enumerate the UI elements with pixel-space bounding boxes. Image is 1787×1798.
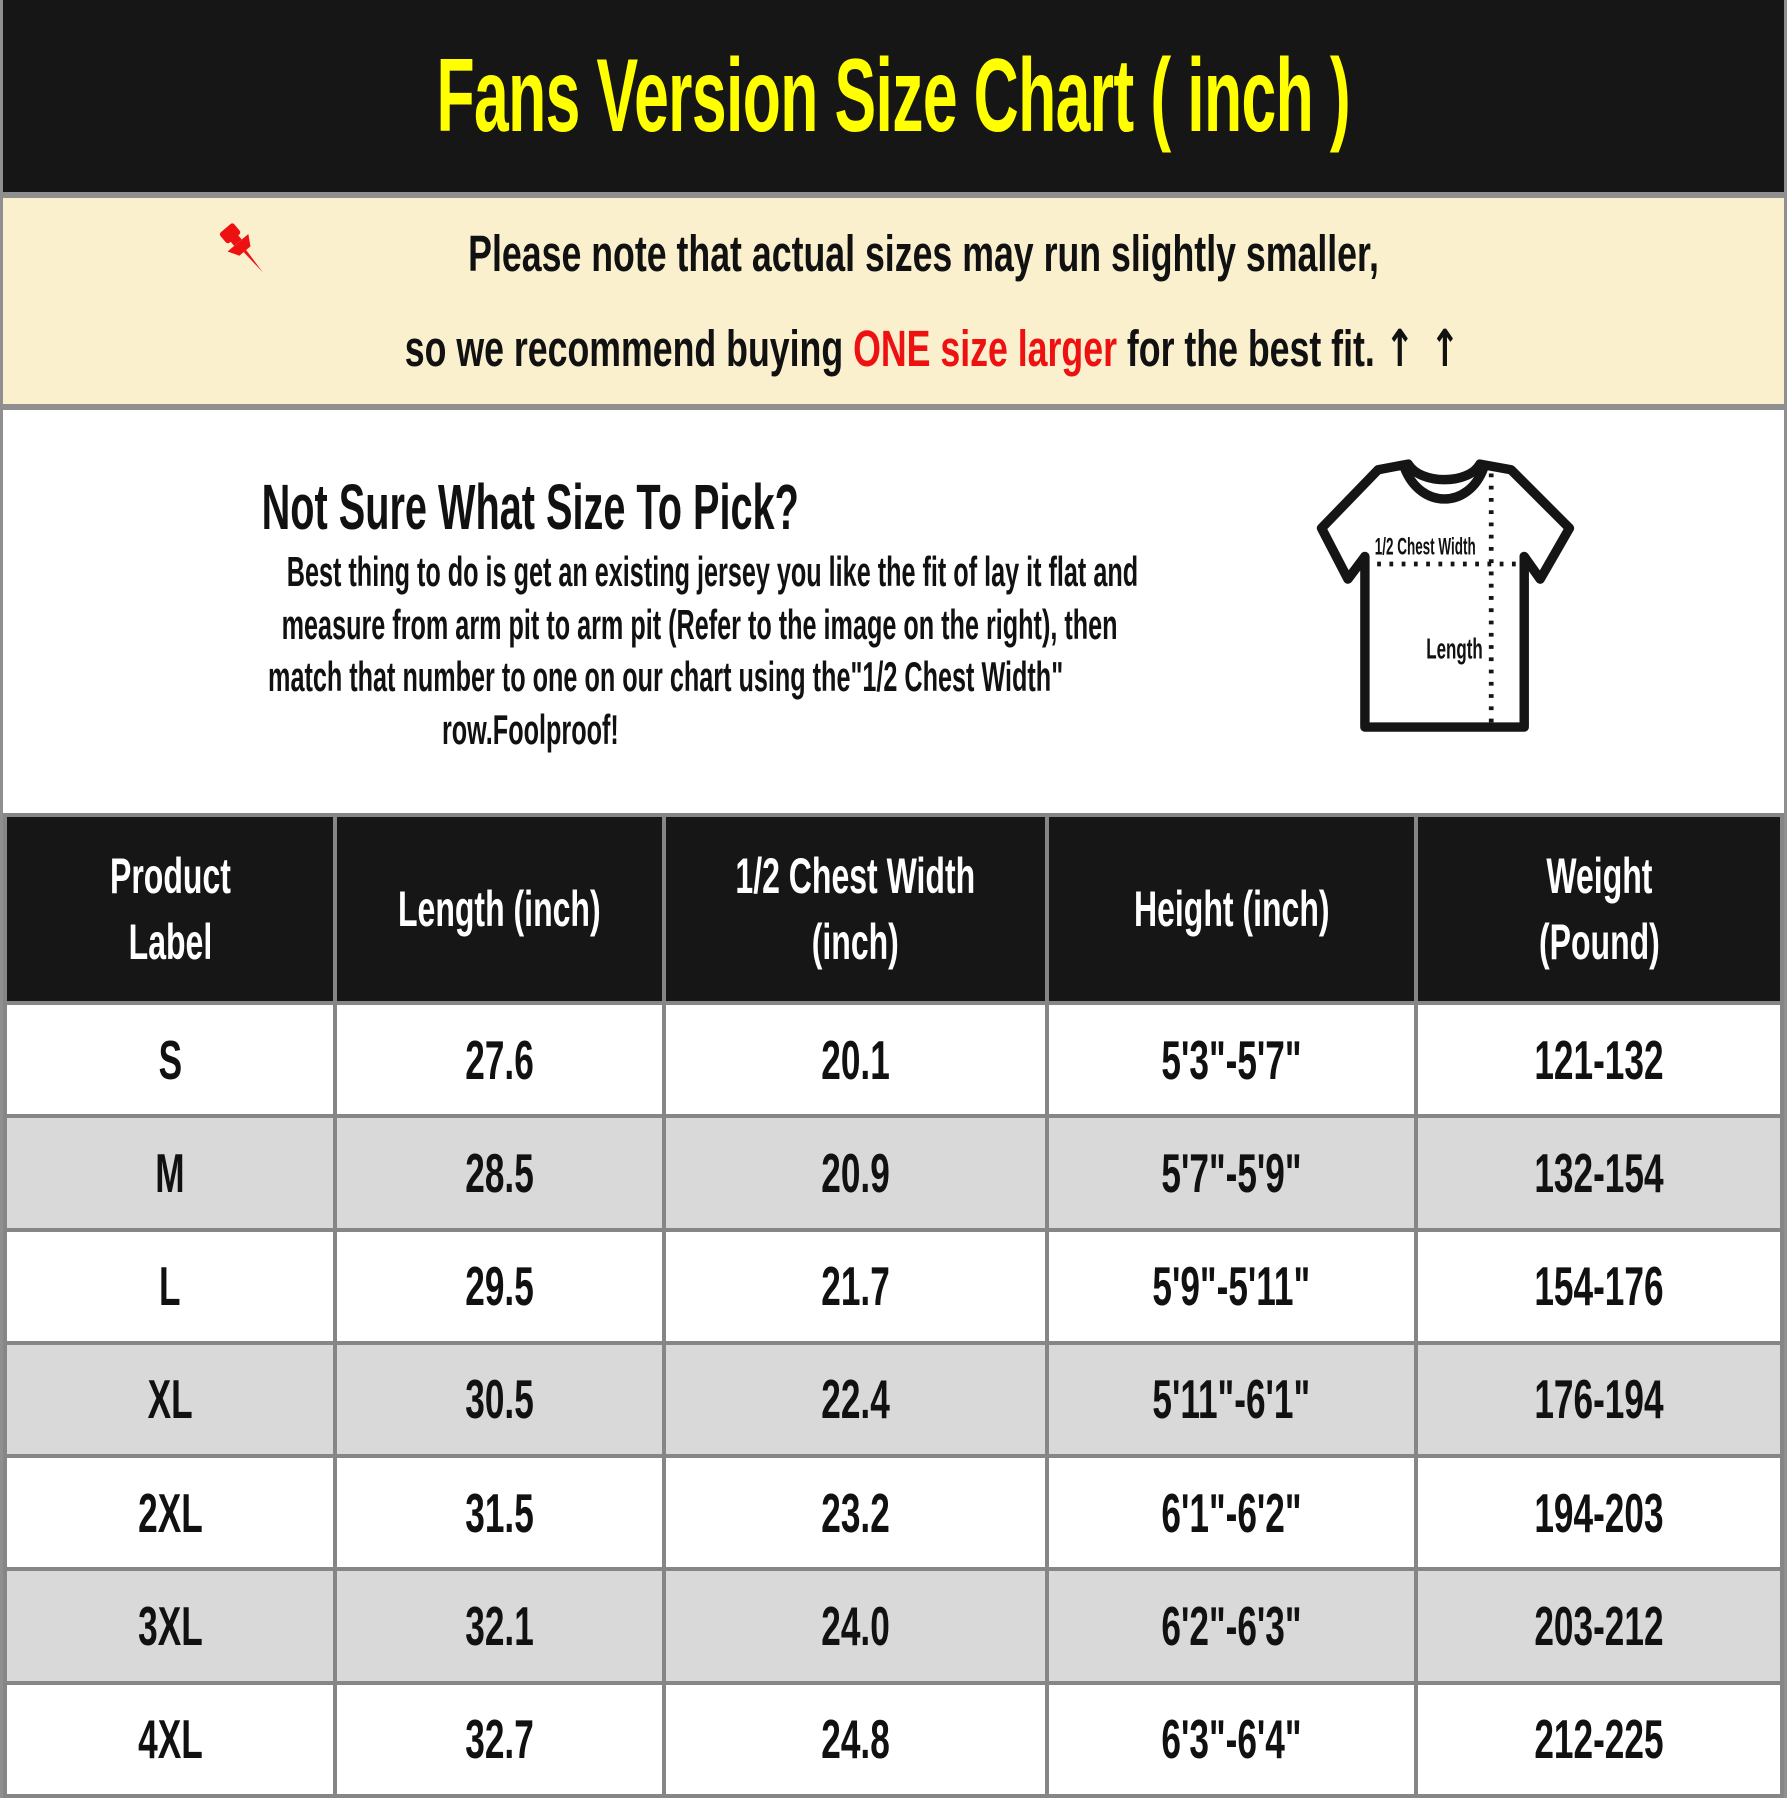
chest-cell: 24.0 <box>662 1567 1050 1685</box>
size-label-cell: L <box>3 1227 338 1345</box>
title-banner: Fans Version Size Chart ( inch ) <box>3 0 1784 192</box>
col-header-length: Length (inch) <box>333 813 667 1005</box>
header-row: Product Label Length (inch) 1/2 Chest Wi… <box>3 813 1784 1005</box>
size-table-body: S 27.6 20.1 5'3"-5'7" 121-132 M 28.5 20.… <box>3 1000 1784 1798</box>
weight-cell: 176-194 <box>1413 1340 1784 1459</box>
length-cell: 27.6 <box>333 1000 667 1119</box>
tshirt-chest-label: 1/2 Chest Width <box>1375 534 1476 561</box>
guide-paragraph: Best thing to do is get an existing jers… <box>3 546 1139 756</box>
height-cell: 5'3"-5'7" <box>1045 1000 1418 1119</box>
pushpin-icon <box>219 223 263 273</box>
tshirt-length-label: Length <box>1426 633 1482 665</box>
note-highlight: ONE size larger <box>853 320 1118 377</box>
chest-cell: 23.2 <box>662 1454 1050 1572</box>
table-row-4xl: 4XL 32.7 24.8 6'3"-6'4" 212-225 <box>3 1680 1784 1798</box>
size-label-cell: 2XL <box>3 1454 338 1572</box>
height-cell: 6'1"-6'2" <box>1045 1454 1418 1572</box>
height-cell: 5'7"-5'9" <box>1045 1114 1418 1232</box>
size-label-cell: 4XL <box>3 1680 338 1798</box>
guide-section: Not Sure What Size To Pick? Best thing t… <box>3 410 1784 813</box>
height-cell: 5'11"-6'1" <box>1045 1340 1418 1459</box>
note-banner: Please note that actual sizes may run sl… <box>3 198 1784 404</box>
col-header-chest-width: 1/2 Chest Width (inch) <box>662 813 1050 1005</box>
col-header-weight: Weight (Pound) <box>1413 813 1784 1005</box>
size-label-cell: XL <box>3 1340 338 1459</box>
note-text-2: so we recommend buying <box>404 320 854 377</box>
height-cell: 6'2"-6'3" <box>1045 1567 1418 1685</box>
weight-cell: 121-132 <box>1413 1000 1784 1119</box>
table-row-m: M 28.5 20.9 5'7"-5'9" 132-154 <box>3 1114 1784 1232</box>
length-cell: 30.5 <box>333 1340 667 1459</box>
guide-line: match that number to one on our chart us… <box>268 653 1064 700</box>
guide-line: measure from arm pit to arm pit (Refer t… <box>281 600 1118 648</box>
guide-heading: Not Sure What Size To Pick? <box>261 471 800 543</box>
tshirt-diagram-icon: 1/2 Chest Width Length <box>1316 459 1575 732</box>
page-title: Fans Version Size Chart ( inch ) <box>436 37 1351 154</box>
weight-cell: 203-212 <box>1413 1567 1784 1685</box>
note-text-1: Please note that actual sizes may run sl… <box>468 224 1379 282</box>
size-table: Product Label Length (inch) 1/2 Chest Wi… <box>3 813 1784 1798</box>
length-cell: 32.1 <box>333 1567 667 1685</box>
length-cell: 32.7 <box>333 1680 667 1798</box>
note-line-1: Please note that actual sizes may run sl… <box>213 205 1574 301</box>
table-row-2xl: 2XL 31.5 23.2 6'1"-6'2" 194-203 <box>3 1454 1784 1572</box>
up-arrows: ↑ ↑ <box>1384 320 1462 379</box>
note-line-2: so we recommend buying ONE size larger f… <box>82 301 1705 397</box>
weight-cell: 194-203 <box>1413 1454 1784 1572</box>
weight-cell: 132-154 <box>1413 1114 1784 1232</box>
section-divider <box>3 192 1784 198</box>
guide-text: Not Sure What Size To Pick? Best thing t… <box>3 410 1139 756</box>
guide-line: Best thing to do is get an existing jers… <box>286 548 1139 595</box>
length-cell: 29.5 <box>333 1227 667 1345</box>
size-table-header: Product Label Length (inch) 1/2 Chest Wi… <box>3 813 1784 1005</box>
table-row-s: S 27.6 20.1 5'3"-5'7" 121-132 <box>3 1000 1784 1119</box>
table-row-3xl: 3XL 32.1 24.0 6'2"-6'3" 203-212 <box>3 1567 1784 1685</box>
table-row-xl: XL 30.5 22.4 5'11"-6'1" 176-194 <box>3 1340 1784 1459</box>
chest-cell: 20.9 <box>662 1114 1050 1232</box>
chest-cell: 21.7 <box>662 1227 1050 1345</box>
chest-cell: 22.4 <box>662 1340 1050 1459</box>
col-header-height: Height (inch) <box>1045 813 1418 1005</box>
length-cell: 31.5 <box>333 1454 667 1572</box>
height-cell: 6'3"-6'4" <box>1045 1680 1418 1798</box>
weight-cell: 212-225 <box>1413 1680 1784 1798</box>
guide-line: row.Foolproof! <box>442 705 619 753</box>
table-row-l: L 29.5 21.7 5'9"-5'11" 154-176 <box>3 1227 1784 1345</box>
size-label-cell: 3XL <box>3 1567 338 1685</box>
chest-cell: 24.8 <box>662 1680 1050 1798</box>
col-header-product-label: Product Label <box>3 813 338 1005</box>
weight-cell: 154-176 <box>1413 1227 1784 1345</box>
size-label-cell: M <box>3 1114 338 1232</box>
section-divider <box>3 404 1784 410</box>
chest-cell: 20.1 <box>662 1000 1050 1119</box>
length-cell: 28.5 <box>333 1114 667 1232</box>
height-cell: 5'9"-5'11" <box>1045 1227 1418 1345</box>
note-text-3: for the best fit. <box>1117 320 1385 377</box>
size-label-cell: S <box>3 1000 338 1119</box>
